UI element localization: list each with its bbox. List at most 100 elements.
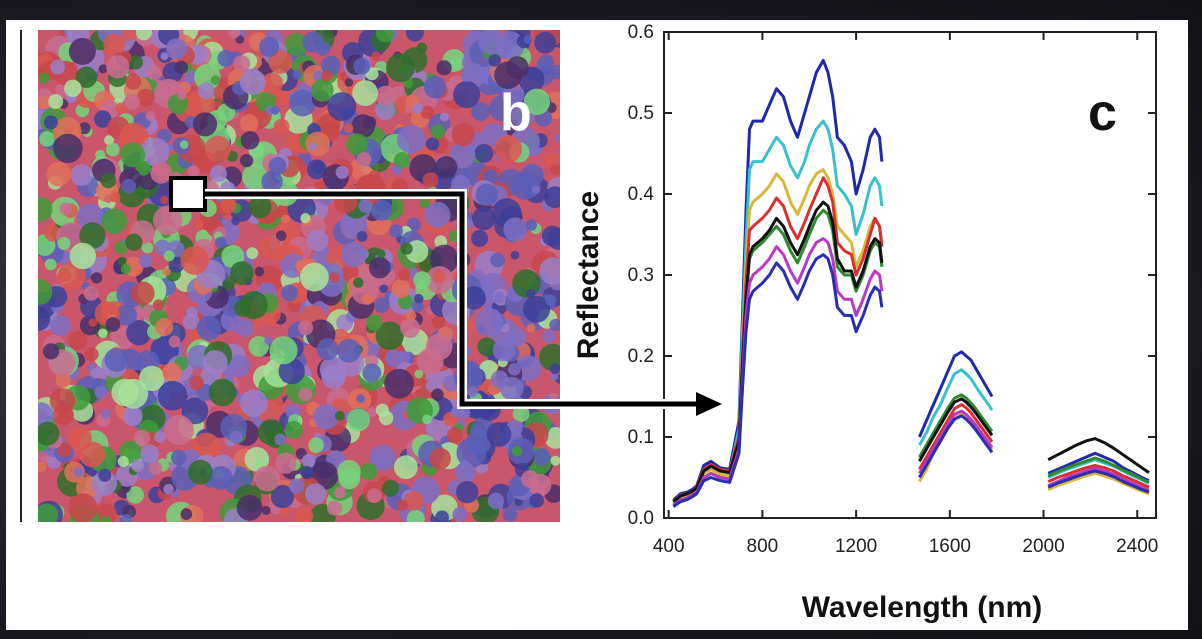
map-patch xyxy=(209,165,227,183)
map-patch xyxy=(117,256,127,266)
map-patch xyxy=(550,64,560,80)
map-patch xyxy=(300,465,314,480)
map-patch xyxy=(529,493,544,508)
map-patch xyxy=(337,459,361,484)
map-patch xyxy=(244,447,270,472)
map-patch xyxy=(38,421,60,446)
map-patch xyxy=(341,241,367,268)
map-patch xyxy=(554,133,560,143)
map-patch xyxy=(375,85,396,106)
map-patch xyxy=(523,295,551,323)
map-patch xyxy=(38,196,53,222)
map-patch xyxy=(105,142,120,157)
map-patch xyxy=(327,92,357,121)
map-patch xyxy=(394,455,418,480)
map-patch xyxy=(449,142,476,169)
map-patch xyxy=(539,257,560,285)
map-patch xyxy=(523,35,533,45)
map-patch xyxy=(462,286,486,310)
x-tick-label: 400 xyxy=(653,536,685,557)
false-color-image-map: b xyxy=(38,30,560,522)
map-patch xyxy=(486,422,512,447)
map-patch xyxy=(423,75,447,99)
map-patch xyxy=(275,452,297,474)
map-patch xyxy=(160,52,169,61)
map-patch xyxy=(140,137,170,167)
map-patch xyxy=(493,291,505,303)
map-patch xyxy=(306,229,329,252)
map-patch xyxy=(254,266,264,277)
map-patch xyxy=(273,118,290,135)
map-patch xyxy=(44,258,57,271)
map-patch xyxy=(413,293,424,304)
map-patch xyxy=(305,483,327,505)
map-patch xyxy=(115,102,126,114)
map-patch xyxy=(376,249,386,259)
series-6-segment-2 xyxy=(918,397,994,463)
map-patch xyxy=(525,219,537,231)
map-patch xyxy=(261,72,283,95)
map-patch xyxy=(48,94,64,110)
map-patch xyxy=(186,306,199,319)
map-patch xyxy=(49,315,71,337)
map-patch xyxy=(281,284,298,302)
map-patch xyxy=(98,328,108,339)
map-patch xyxy=(131,459,145,473)
map-patch xyxy=(358,199,373,213)
map-patch xyxy=(240,389,268,418)
map-patch xyxy=(177,90,187,100)
map-patch xyxy=(424,201,451,228)
map-patch xyxy=(393,152,411,169)
map-patch xyxy=(298,320,314,336)
map-patch xyxy=(508,363,521,376)
map-patch xyxy=(261,170,283,193)
map-patch xyxy=(210,75,221,85)
map-patch xyxy=(425,137,439,151)
map-patch xyxy=(406,509,425,522)
map-patch xyxy=(361,293,374,305)
map-patch xyxy=(502,507,518,522)
map-patch xyxy=(454,462,476,484)
map-patch xyxy=(520,163,544,187)
map-patch xyxy=(500,376,524,401)
map-patch xyxy=(261,505,271,515)
map-patch xyxy=(128,55,143,70)
map-patch xyxy=(356,394,365,403)
map-patch xyxy=(233,55,251,73)
map-patch xyxy=(477,337,497,357)
map-patch xyxy=(375,99,396,121)
map-patch xyxy=(367,488,382,504)
map-patch xyxy=(503,217,528,242)
map-patch xyxy=(411,300,424,313)
map-patch xyxy=(506,56,529,79)
series-4-segment-3 xyxy=(1047,463,1150,489)
map-patch xyxy=(230,261,254,285)
map-patch xyxy=(106,55,130,79)
map-patch xyxy=(435,510,449,522)
map-patch xyxy=(78,122,91,135)
map-patch xyxy=(75,66,97,88)
map-patch xyxy=(549,363,560,375)
map-patch xyxy=(285,133,303,152)
map-patch xyxy=(278,358,305,385)
map-patch xyxy=(138,254,153,268)
map-patch xyxy=(120,142,146,168)
map-patch xyxy=(217,49,235,67)
map-patch xyxy=(300,213,311,224)
map-patch xyxy=(414,369,424,379)
map-patch xyxy=(98,64,108,74)
map-patch xyxy=(417,348,444,375)
map-patch xyxy=(57,236,71,250)
map-patch xyxy=(246,247,259,260)
map-patch xyxy=(38,278,53,305)
map-patch xyxy=(316,338,339,361)
map-patch xyxy=(181,397,209,425)
map-patch xyxy=(279,507,289,518)
map-patch xyxy=(439,112,449,122)
map-patch xyxy=(100,409,111,419)
map-patch xyxy=(103,33,126,56)
map-patch xyxy=(165,38,188,60)
map-patch xyxy=(164,415,194,445)
series-7-segment-3 xyxy=(1047,466,1150,492)
series-8-segment-1 xyxy=(672,253,884,508)
